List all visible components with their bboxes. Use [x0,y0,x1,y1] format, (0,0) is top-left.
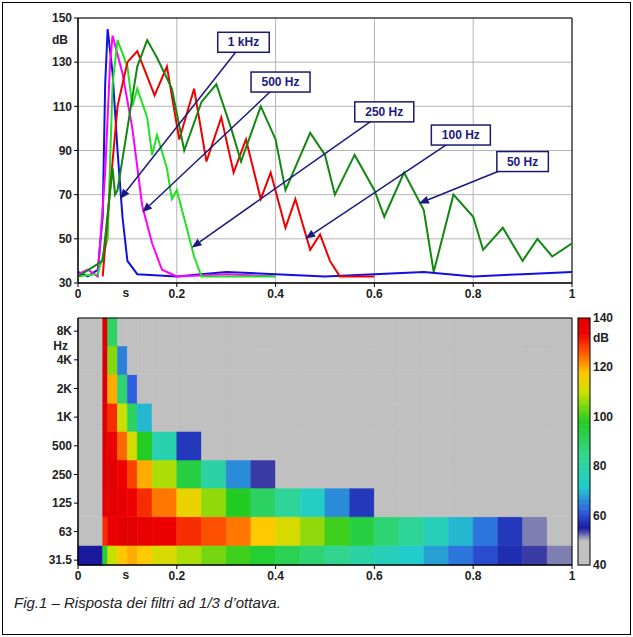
svg-text:50 Hz: 50 Hz [507,155,538,169]
svg-text:70: 70 [59,188,73,202]
svg-text:0.4: 0.4 [267,569,284,583]
svg-text:80: 80 [593,459,607,473]
svg-text:250: 250 [52,468,72,482]
svg-text:1K: 1K [57,410,73,424]
html-text:Fig.1 – Risposta dei filtri ad: Fig.1 – Risposta dei filtri ad 1/3 d’ott… [14,594,281,611]
svg-text:90: 90 [59,144,73,158]
svg-text:150: 150 [52,11,72,25]
html-text:s: s [122,568,130,582]
svg-text:100 Hz: 100 Hz [442,128,480,142]
svg-text:4K: 4K [57,353,73,367]
svg-text:0.4: 0.4 [267,287,284,301]
html-text:s: s [122,286,130,300]
svg-text:31.5: 31.5 [49,553,73,567]
svg-text:dB: dB [593,331,609,345]
svg-text:40: 40 [593,558,607,572]
svg-text:140: 140 [593,311,613,325]
svg-text:0.6: 0.6 [366,569,383,583]
html-text:dB: dB [52,33,68,47]
svg-text:0.2: 0.2 [168,569,185,583]
svg-text:250 Hz: 250 Hz [365,105,403,119]
svg-text:50: 50 [59,232,73,246]
svg-text:8K: 8K [57,324,73,338]
svg-text:63: 63 [59,525,73,539]
svg-text:125: 125 [52,496,72,510]
svg-text:1: 1 [569,287,576,301]
svg-text:0.8: 0.8 [465,569,482,583]
svg-text:110: 110 [53,100,73,114]
svg-text:2K: 2K [57,382,73,396]
svg-text:130: 130 [52,55,72,69]
svg-text:0: 0 [75,569,82,583]
svg-text:0.8: 0.8 [465,287,482,301]
svg-text:1: 1 [569,569,576,583]
svg-text:0.2: 0.2 [168,287,185,301]
svg-text:1 kHz: 1 kHz [228,35,259,49]
svg-text:0: 0 [75,287,82,301]
svg-text:0.6: 0.6 [366,287,383,301]
svg-text:500 Hz: 500 Hz [262,75,300,89]
svg-text:500: 500 [52,439,72,453]
html-text:Hz: Hz [53,339,68,353]
svg-text:60: 60 [593,509,607,523]
svg-text:100: 100 [593,410,613,424]
svg-text:120: 120 [593,360,613,374]
svg-text:30: 30 [59,276,73,290]
